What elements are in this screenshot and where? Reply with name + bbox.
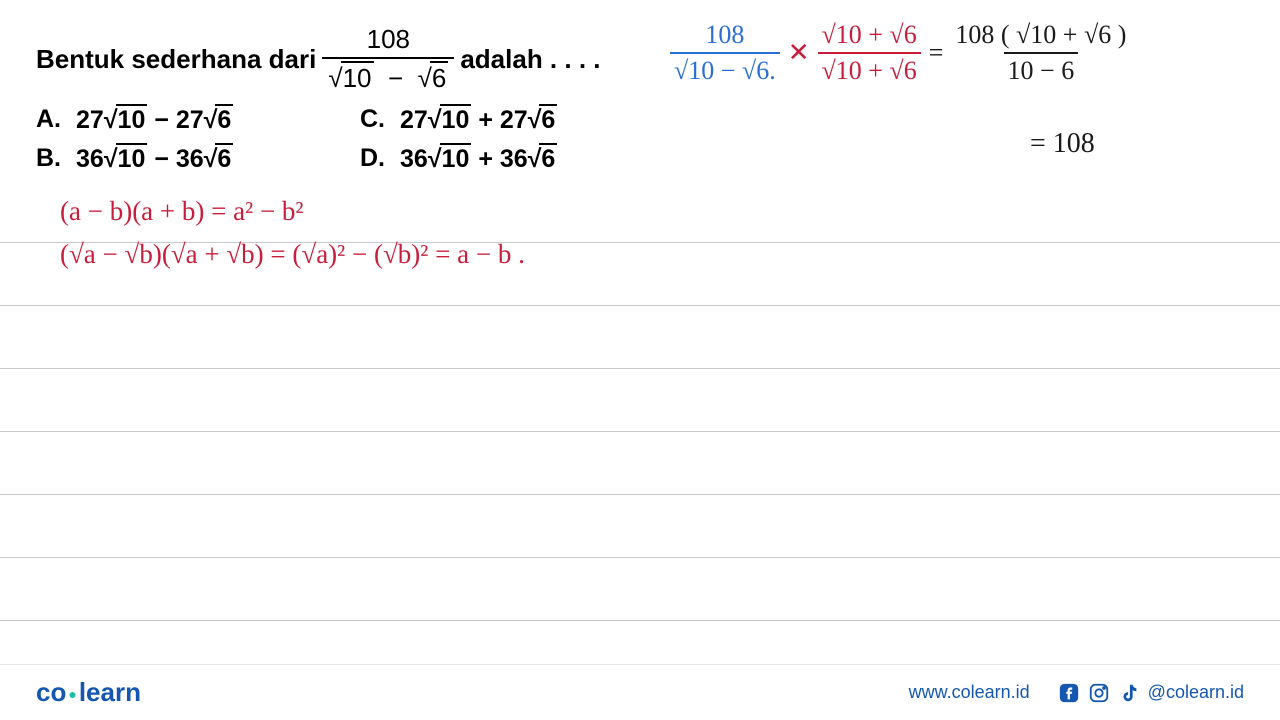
equals-1: = — [929, 38, 944, 68]
footer-url: www.colearn.id — [909, 682, 1030, 703]
social-links: @colearn.id — [1058, 682, 1244, 704]
facebook-icon — [1058, 682, 1080, 704]
times-symbol: ✕ — [788, 38, 810, 68]
question-suffix: adalah . . . . — [460, 44, 600, 75]
question-prefix: Bentuk sederhana dari — [36, 44, 316, 75]
logo-dot-icon: ● — [68, 686, 76, 702]
footer-right: www.colearn.id @colearn.id — [909, 682, 1244, 704]
logo: co●learn — [36, 677, 141, 708]
tiktok-icon — [1118, 682, 1140, 704]
handwritten-step1: 108 √10 − √6. ✕ √10 + √6 √10 + √6 = 108 … — [670, 20, 1130, 86]
social-handle: @colearn.id — [1148, 682, 1244, 703]
option-a: A. 2710 − 276 — [36, 104, 336, 135]
frac-numerator: 108 — [361, 24, 416, 57]
identity-line1: (a − b)(a + b) = a² − b² — [60, 190, 525, 233]
frac-denominator: 10 − 6 — [322, 57, 454, 94]
option-d: D. 3610 + 366 — [360, 143, 660, 174]
handwritten-identity: (a − b)(a + b) = a² − b² (√a − √b)(√a + … — [60, 190, 525, 276]
step1-frac1: 108 √10 − √6. — [670, 20, 780, 86]
step1-result: 108 ( √10 + √6 ) 10 − 6 — [951, 20, 1130, 86]
option-b: B. 3610 − 366 — [36, 143, 336, 174]
handwritten-step2: = 108 — [1030, 128, 1095, 160]
option-c: C. 2710 + 276 — [360, 104, 660, 135]
identity-line2: (√a − √b)(√a + √b) = (√a)² − (√b)² = a −… — [60, 233, 525, 276]
footer: co●learn www.colearn.id @colearn.id — [0, 664, 1280, 720]
question-fraction: 108 10 − 6 — [322, 24, 454, 94]
step1-frac2: √10 + √6 √10 + √6 — [818, 20, 921, 86]
instagram-icon — [1088, 682, 1110, 704]
